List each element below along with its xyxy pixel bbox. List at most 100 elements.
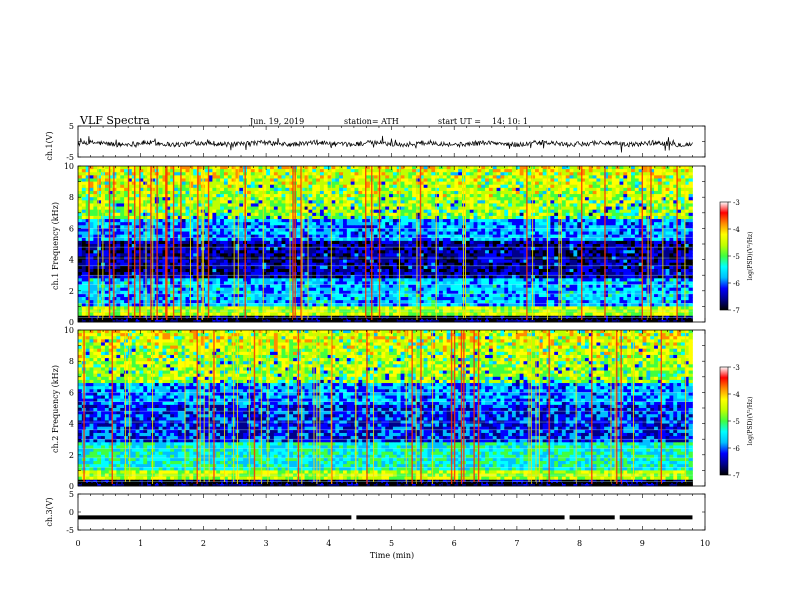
spectrogram-cell [550, 172, 554, 176]
spectrogram-cell [308, 213, 312, 217]
spectrogram-cell [331, 213, 335, 217]
spectrogram-cell [266, 191, 270, 195]
spectrogram-cell [539, 182, 543, 186]
spectrogram-cell [477, 188, 481, 192]
spectrogram-cell [497, 228, 501, 232]
spectrogram-cell [573, 216, 577, 220]
spectrogram-cell [554, 188, 558, 192]
spectrogram-cell [508, 250, 512, 254]
spectrogram-cell [381, 228, 385, 232]
spectrogram-cell [608, 172, 612, 176]
spectrogram-cell [320, 250, 324, 254]
spectrogram-cell [566, 194, 570, 198]
spectrogram-cell [105, 238, 109, 242]
spectrogram-cell [627, 247, 631, 251]
spectrogram-cell [120, 197, 124, 201]
spectrogram-cell [159, 232, 163, 236]
spectrogram-cell [212, 178, 216, 182]
spectrogram-cell [186, 228, 190, 232]
spectrogram-cell [585, 197, 589, 201]
spectrogram-cell [143, 175, 147, 179]
spectrogram-cell [374, 253, 378, 257]
spectrogram-cell [424, 166, 428, 170]
spectrogram-cell [570, 188, 574, 192]
spectrogram-cell [412, 203, 416, 207]
spectrogram-cell [159, 172, 163, 176]
spectrogram-cell [343, 210, 347, 214]
spectrogram-cell [381, 213, 385, 217]
spectrogram-cell [443, 182, 447, 186]
spectrogram-cell [447, 219, 451, 223]
spectrogram-cell [516, 241, 520, 245]
spectrogram-cell [159, 250, 163, 254]
spectrogram-cell [470, 178, 474, 182]
spectrogram-cell [516, 203, 520, 207]
spectrogram-cell [143, 216, 147, 220]
spectrogram-cell [608, 253, 612, 257]
spectrogram-cell [124, 260, 128, 264]
spectrogram-cell [401, 172, 405, 176]
spectrogram-cell [424, 185, 428, 189]
spectrogram-cell [285, 222, 289, 226]
spectrogram-cell [489, 185, 493, 189]
spectrogram-cell [347, 172, 351, 176]
spectrogram-cell [550, 203, 554, 207]
spectrogram-cell [343, 222, 347, 226]
spectrogram-cell [120, 207, 124, 211]
spectrogram-cell [239, 169, 243, 173]
spectrogram-cell [255, 207, 259, 211]
spectrogram-cell [116, 210, 120, 214]
spectrogram-cell [397, 200, 401, 204]
spectrogram-cell [481, 175, 485, 179]
spectrogram-cell [212, 210, 216, 214]
spectrogram-cell [562, 185, 566, 189]
spectrogram-cell [451, 188, 455, 192]
spectrogram-cell [404, 203, 408, 207]
spectrogram-cell [600, 232, 604, 236]
spectrogram-cell [589, 210, 593, 214]
spectrogram-cell [259, 175, 263, 179]
spectrogram-cell [412, 200, 416, 204]
spectrogram-cell [285, 247, 289, 251]
spectrogram-cell [612, 232, 616, 236]
spectrogram-cell [182, 203, 186, 207]
spectrogram-cell [504, 185, 508, 189]
spectrogram-cell [316, 260, 320, 264]
spectrogram-cell [535, 188, 539, 192]
spectrogram-cell [616, 197, 620, 201]
spectrogram-cell [616, 238, 620, 242]
spectrogram-cell [550, 219, 554, 223]
spectrogram-cell [627, 182, 631, 186]
spectrogram-cell [500, 232, 504, 236]
spectrogram-cell [439, 191, 443, 195]
spectrogram-cell [312, 188, 316, 192]
spectrogram-cell [612, 175, 616, 179]
spectrogram-cell [239, 228, 243, 232]
spectrogram-cell [497, 188, 501, 192]
spectrogram-cell [481, 241, 485, 245]
spectrogram-cell [427, 200, 431, 204]
spectrogram-cell [285, 232, 289, 236]
spectrogram-cell [239, 188, 243, 192]
spectrogram-cell [216, 172, 220, 176]
spectrogram-cell [627, 203, 631, 207]
spectrogram-cell [543, 194, 547, 198]
spectrogram-cell [616, 175, 620, 179]
spectrogram-cell [124, 219, 128, 223]
spectrogram-cell [401, 241, 405, 245]
spectrogram-cell [485, 216, 489, 220]
spectrogram-cell [600, 250, 604, 254]
spectrogram-cell [689, 228, 693, 232]
spectrogram-cell [105, 194, 109, 198]
spectrogram-cell [397, 241, 401, 245]
spectrogram-cell [266, 175, 270, 179]
spectrogram-cell [550, 166, 554, 170]
spectrogram-cell [570, 203, 574, 207]
spectrogram-cell [512, 188, 516, 192]
spectrogram-cell [508, 213, 512, 217]
spectrogram-cell [447, 241, 451, 245]
spectrogram-cell [343, 216, 347, 220]
spectrogram-cell [320, 241, 324, 245]
spectrogram-cell [531, 188, 535, 192]
